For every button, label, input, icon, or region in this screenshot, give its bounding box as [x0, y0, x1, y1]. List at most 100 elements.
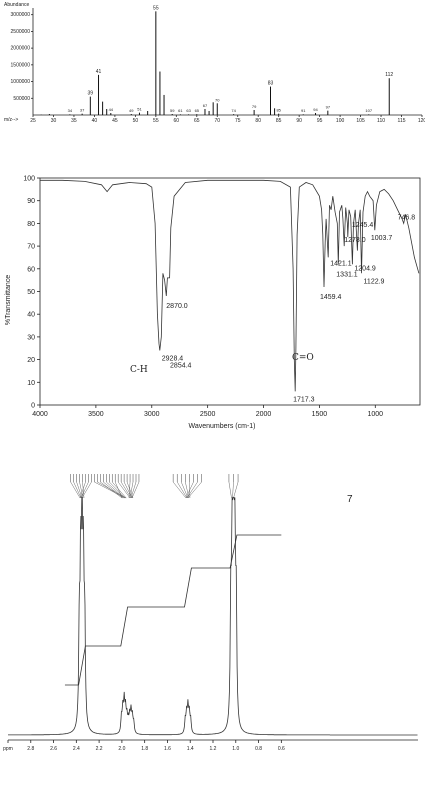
ms-x-tick-label: 105 [356, 118, 365, 124]
nmr-peak-connector [232, 481, 234, 499]
ms-x-tick-label: 85 [276, 118, 282, 124]
ms-ylabel: Abundance [4, 2, 30, 8]
ms-x-tick-label: 45 [112, 118, 118, 124]
nmr-peak-connector [185, 481, 194, 499]
ir-note-co: C=O [292, 353, 314, 363]
ms-minor-label: 51 [137, 107, 142, 112]
ir-peak-annotation: 1421.1 [330, 260, 352, 267]
ms-minor-label: 44 [109, 107, 114, 112]
ir-y-tick-label: 90 [27, 198, 35, 205]
ms-minor-label: 63 [186, 108, 191, 113]
nmr-peak-connector [79, 481, 86, 499]
ms-peak-label: 83 [268, 81, 274, 87]
ir-peak-annotation: 1459.4 [320, 294, 342, 301]
ms-x-tick-label: 30 [51, 118, 57, 124]
nmr-peak-connector [129, 481, 134, 499]
ms-peak-label: 112 [385, 72, 393, 78]
ir-peak-annotation: 1204.9 [354, 265, 376, 272]
ir-y-tick-label: 30 [27, 334, 35, 341]
ms-y-tick-label: 1000000 [11, 79, 31, 85]
ir-peak-annotation: 1245.4 [352, 222, 374, 229]
ms-y-tick-label: 2500000 [11, 29, 31, 35]
ms-x-tick-label: 75 [235, 118, 241, 124]
ms-y-tick-label: 1500000 [11, 62, 31, 68]
ms-x-tick-label: 100 [336, 118, 345, 124]
ms-x-tick-label: 50 [133, 118, 139, 124]
nmr-peak-connector [187, 481, 202, 499]
nmr-peak-connector [70, 481, 81, 499]
nmr-peak-connector [181, 481, 189, 499]
ir-ylabel: %Transmittance [5, 275, 12, 325]
nmr-trace [8, 497, 418, 736]
ir-x-tick-label: 2000 [256, 411, 272, 418]
ms-minor-label: 59 [170, 108, 175, 113]
ms-minor-label: 37 [80, 108, 85, 113]
ir-spectrum-chart: %Transmittance Wavenumbers (cm-1) 0 10 20 3… [5, 176, 421, 430]
nmr-peak-connector [94, 481, 126, 499]
ms-xlabel-unit: m/z--> [4, 117, 18, 123]
ms-x-tick-label: 95 [317, 118, 323, 124]
nmr-peak-connector [233, 481, 239, 499]
nmr-x-tick-label: 2.0 [118, 746, 125, 752]
ms-x-tick-label: 40 [92, 118, 98, 124]
ms-minor-label: 91 [301, 108, 306, 113]
ir-y-tick-label: 80 [27, 221, 35, 228]
ms-x-tick-label: 55 [153, 118, 159, 124]
ir-peak-annotation: 746.8 [398, 214, 416, 221]
nmr-x-tick-label: 2.2 [96, 746, 103, 752]
ms-y-tick-label: 2000000 [11, 46, 31, 52]
ir-x-tick-label: 3000 [144, 411, 160, 418]
nmr-peak-note: 7 [347, 494, 353, 505]
nmr-peak-connector [118, 481, 131, 499]
ms-peak-label: 39 [88, 91, 94, 97]
ms-minor-label: 61 [178, 108, 183, 113]
nmr-peak-connector [73, 481, 82, 499]
nmr-peak-connector [131, 481, 140, 499]
ms-x-tick-label: 80 [255, 118, 261, 124]
ir-peak-annotation: 1278.0 [344, 237, 366, 244]
nmr-spectrum-chart: ppm 2.8 2.6 2.4 2.2 2.0 1.8 1.6 1.4 1.2 1.0 0.8 0.6 … [3, 474, 418, 752]
ms-minor-label: 49 [129, 108, 134, 113]
ms-peak-label: 55 [153, 5, 159, 11]
ir-y-tick-label: 70 [27, 244, 35, 251]
ir-x-tick-label: 4000 [32, 411, 48, 418]
ir-note-ch: C-H [130, 365, 148, 375]
nmr-x-tick-label: 1.2 [210, 746, 217, 752]
nmr-peak-connector [103, 481, 124, 499]
nmr-peak-connector [80, 481, 89, 499]
nmr-peak-connector [172, 481, 187, 499]
nmr-peak-connector [185, 481, 190, 499]
nmr-peak-connector [106, 481, 125, 499]
nmr-x-tick-label: ppm [3, 746, 13, 752]
nmr-x-tick-label: 1.6 [164, 746, 171, 752]
ms-minor-label: 65 [195, 108, 200, 113]
nmr-peak-connector [81, 481, 92, 499]
ms-minor-label: 74 [231, 108, 236, 113]
ir-y-tick-label: 50 [27, 289, 35, 296]
ms-minor-label: 94 [313, 107, 318, 112]
nmr-peak-connector [109, 481, 126, 499]
nmr-peak-connector [130, 481, 137, 499]
ms-peak-label: 41 [96, 69, 102, 75]
nmr-x-tick-label: 2.6 [50, 746, 57, 752]
ir-x-tick-label: 1000 [368, 411, 384, 418]
ir-y-tick-label: 0 [31, 403, 35, 410]
nmr-peak-connector [115, 481, 123, 499]
nmr-peak-connector [177, 481, 188, 499]
ms-minor-label: 97 [326, 105, 331, 110]
ms-x-tick-label: 70 [214, 118, 220, 124]
ms-x-tick-label: 25 [30, 118, 36, 124]
ir-peak-annotation: 2870.0 [166, 303, 188, 310]
ms-minor-label: 85 [276, 108, 281, 113]
nmr-peak-connector [128, 481, 131, 499]
nmr-peak-connector [228, 481, 232, 499]
ir-x-tick-label: 2500 [200, 411, 216, 418]
nmr-x-tick-label: 2.4 [73, 746, 80, 752]
ir-peak-annotation: 1717.3 [293, 396, 315, 403]
nmr-x-tick-label: 1.0 [232, 746, 239, 752]
mass-spectrum-chart: Abundance m/z--> 500000 1000000 1500000 200… [4, 2, 425, 124]
ms-x-tick-label: 120 [418, 118, 425, 124]
ir-y-tick-label: 60 [27, 266, 35, 273]
ir-peak-annotation: 1122.9 [364, 278, 385, 285]
ms-minor-label: 34 [68, 108, 73, 113]
